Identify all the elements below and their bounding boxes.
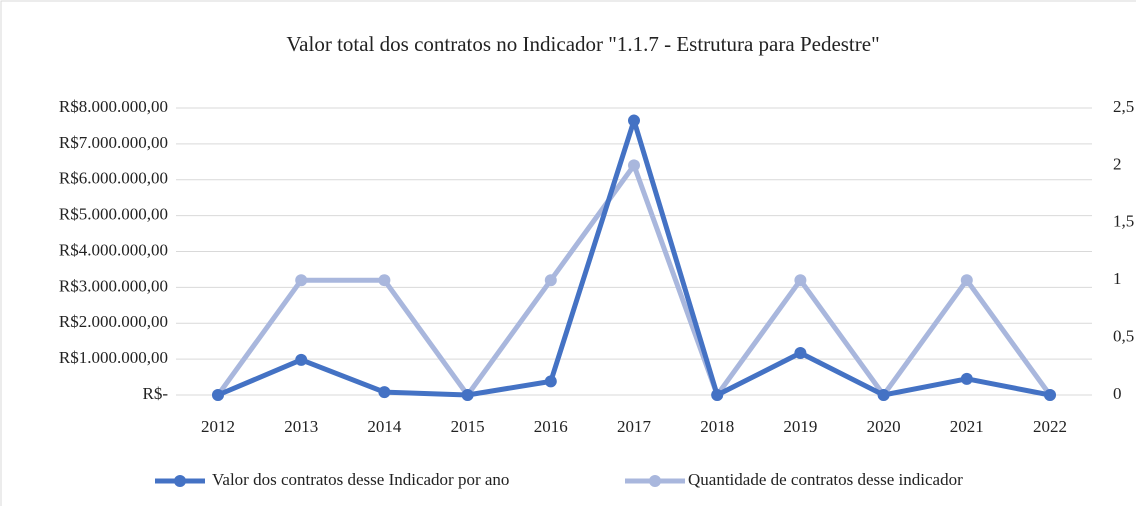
- legend-marker: [174, 475, 186, 487]
- x-tick-label: 2019: [783, 417, 817, 436]
- x-tick-label: 2018: [700, 417, 734, 436]
- data-point: [877, 389, 890, 401]
- data-point: [960, 274, 973, 287]
- data-point: [461, 389, 474, 401]
- data-point: [794, 347, 807, 360]
- x-tick-label: 2020: [867, 417, 901, 436]
- y-tick-label: R$8.000.000,00: [59, 97, 168, 116]
- data-point: [794, 274, 807, 287]
- x-tick-label: 2017: [617, 417, 652, 436]
- y-tick-label: R$6.000.000,00: [59, 169, 168, 188]
- y-tick-label: R$-: [143, 384, 169, 403]
- y-tick-label: R$3.000.000,00: [59, 276, 168, 295]
- y2-tick-label: 1,5: [1113, 212, 1134, 231]
- data-point: [1044, 389, 1056, 401]
- data-point: [544, 375, 557, 388]
- legend-marker: [649, 475, 661, 487]
- data-point: [711, 389, 724, 401]
- data-point: [544, 274, 557, 287]
- data-point: [295, 353, 308, 366]
- y-tick-label: R$7.000.000,00: [59, 133, 168, 152]
- y-tick-label: R$1.000.000,00: [59, 348, 168, 367]
- data-point: [378, 386, 391, 399]
- data-point: [960, 372, 973, 385]
- x-tick-label: 2014: [367, 417, 402, 436]
- y-tick-label: R$5.000.000,00: [59, 205, 168, 224]
- y2-tick-label: 0,5: [1113, 327, 1134, 346]
- y2-tick-label: 0: [1113, 384, 1122, 403]
- y2-tick-label: 2: [1113, 154, 1122, 173]
- x-tick-label: 2013: [284, 417, 318, 436]
- data-point: [378, 274, 391, 287]
- y-tick-label: R$4.000.000,00: [59, 240, 168, 259]
- data-point: [628, 114, 640, 127]
- legend-label: Valor dos contratos desse Indicador por …: [212, 470, 509, 489]
- y2-tick-label: 2,5: [1113, 97, 1134, 116]
- x-tick-label: 2016: [534, 417, 568, 436]
- data-point: [628, 159, 640, 172]
- x-tick-label: 2021: [950, 417, 984, 436]
- x-tick-label: 2022: [1033, 417, 1067, 436]
- chart-title: Valor total dos contratos no Indicador "…: [286, 32, 879, 56]
- data-point: [295, 274, 308, 287]
- x-tick-label: 2015: [451, 417, 485, 436]
- y2-tick-label: 1: [1113, 269, 1122, 288]
- data-point: [212, 389, 224, 401]
- legend-label: Quantidade de contratos desse indicador: [688, 470, 963, 489]
- x-tick-label: 2012: [201, 417, 235, 436]
- y-tick-label: R$2.000.000,00: [59, 312, 168, 331]
